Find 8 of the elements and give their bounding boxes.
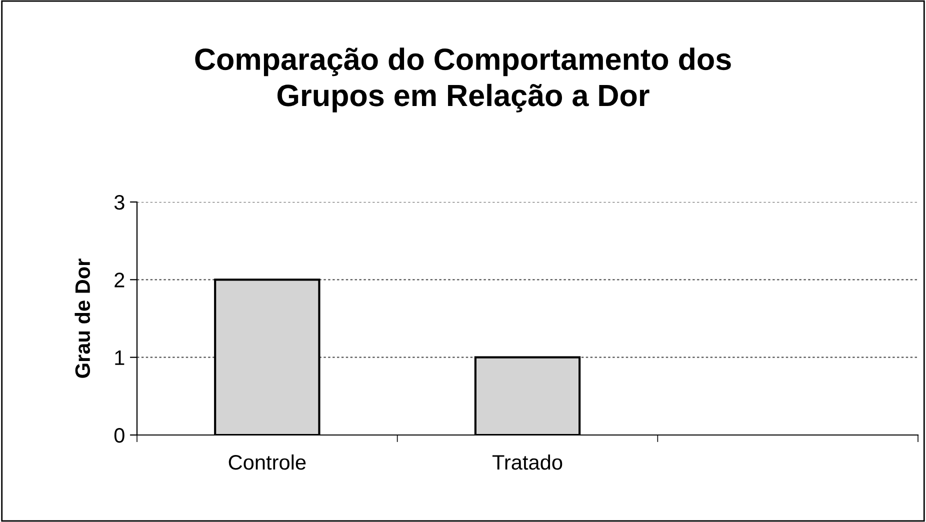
y-tick-label: 0 [114,428,124,443]
y-tick-label: 2 [114,272,124,288]
y-tick-label: 1 [115,350,124,365]
x-tick-label: Controle [228,454,306,470]
x-tick-label: Tratado [492,454,562,470]
y-axis-title: Grau de Dor [74,258,90,378]
y-tick-label: 3 [114,195,124,210]
chart-title: Comparação do Comportamento dos Grupos em Relação a Dor [195,48,731,112]
